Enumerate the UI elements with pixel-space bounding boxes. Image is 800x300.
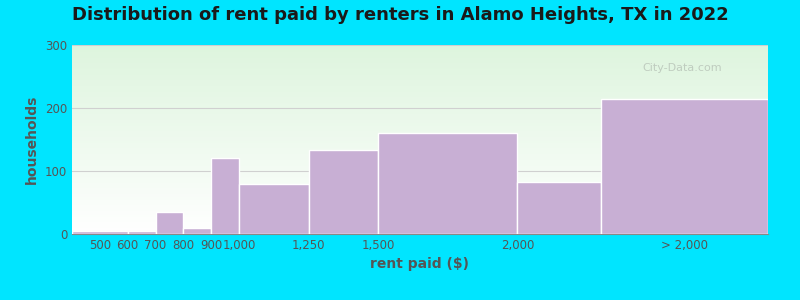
X-axis label: rent paid ($): rent paid ($) — [370, 257, 470, 272]
Bar — [239, 184, 309, 234]
Bar — [518, 182, 601, 234]
Bar — [183, 228, 211, 234]
Bar — [72, 231, 128, 234]
Bar — [128, 231, 155, 234]
Text: City-Data.com: City-Data.com — [642, 63, 722, 73]
Bar — [155, 212, 183, 234]
Bar — [601, 98, 768, 234]
Bar — [309, 150, 378, 234]
Bar — [378, 133, 518, 234]
Bar — [211, 158, 239, 234]
Text: Distribution of rent paid by renters in Alamo Heights, TX in 2022: Distribution of rent paid by renters in … — [72, 6, 728, 24]
Y-axis label: households: households — [26, 95, 39, 184]
